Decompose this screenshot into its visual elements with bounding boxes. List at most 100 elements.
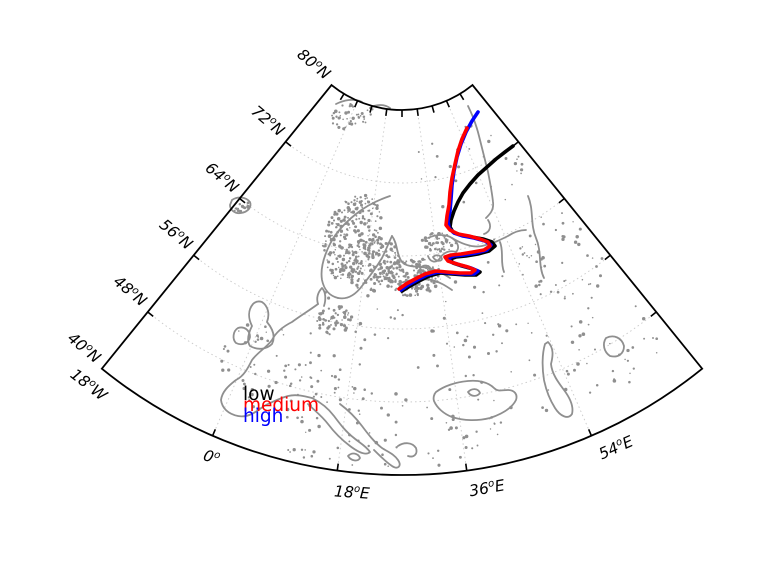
coast-speckle [361, 251, 363, 253]
coast-speckle [361, 209, 365, 213]
coast-speckle [283, 369, 286, 372]
frame-tick [336, 463, 340, 471]
coast-speckle [331, 234, 333, 237]
coast-speckle [413, 260, 416, 263]
coast-speckle [482, 290, 485, 294]
coast-speckle [432, 281, 436, 285]
coast-speckle [343, 315, 347, 319]
coast-speckle [464, 434, 469, 439]
coast-speckle [357, 262, 360, 265]
coast-speckle [346, 273, 351, 277]
coast-speckle [339, 219, 343, 223]
coast-speckle [366, 222, 369, 224]
trajectories [397, 110, 515, 293]
coast-speckle [382, 250, 384, 253]
coast-speckle [373, 241, 376, 244]
coast-speckle [223, 345, 227, 348]
coast-speckle [333, 310, 335, 312]
coast-speckle [378, 211, 381, 213]
coast-speckle [444, 238, 448, 241]
coast-speckle [285, 407, 290, 412]
coast-speckle [348, 318, 352, 322]
coast-speckle [435, 280, 439, 283]
coastline-path [467, 388, 481, 397]
coastline-path [339, 403, 401, 469]
coast-speckle [364, 280, 366, 283]
coast-speckle [357, 245, 361, 248]
coast-speckle [442, 234, 445, 237]
coast-speckle [364, 121, 367, 124]
coast-speckle [591, 316, 594, 319]
coast-speckle [327, 260, 331, 264]
coast-speckle [430, 280, 433, 283]
coast-speckle [346, 276, 349, 279]
coast-speckle [333, 316, 336, 319]
coast-speckle [573, 368, 576, 372]
coast-speckle [368, 237, 372, 242]
coast-speckle [515, 323, 518, 326]
coast-speckle [353, 392, 355, 394]
coast-speckle [404, 293, 406, 296]
coast-speckle [341, 319, 343, 321]
coast-speckle [329, 230, 333, 234]
coast-speckle [411, 264, 413, 267]
coast-speckle [429, 267, 432, 271]
coast-speckle [348, 276, 351, 279]
coast-speckle [586, 254, 589, 257]
coast-speckle [463, 338, 468, 343]
coast-speckle [356, 200, 358, 203]
coast-speckle [251, 405, 255, 409]
lon-label-36e: 36oE [468, 476, 506, 500]
coast-speckle [526, 254, 528, 257]
coast-speckle [326, 326, 330, 330]
coast-speckle [363, 251, 367, 256]
coast-speckle [376, 241, 380, 245]
coast-speckle [434, 176, 437, 179]
coast-speckle [397, 254, 400, 257]
coast-speckle [338, 368, 342, 372]
coast-speckle [415, 266, 419, 270]
lon-label-18e: 18oE [333, 482, 370, 502]
coast-speckle [360, 112, 364, 115]
coast-speckle [334, 321, 338, 325]
coast-speckle [377, 268, 380, 271]
coast-speckle [354, 225, 356, 228]
coast-speckle [370, 238, 375, 242]
graticule-parallel [193, 254, 611, 330]
coast-speckle [241, 379, 245, 382]
coast-speckle [333, 387, 337, 391]
coast-speckle [355, 259, 359, 263]
coast-speckle [305, 431, 307, 433]
coast-speckle [382, 275, 385, 278]
coast-speckle [462, 200, 466, 204]
coast-speckle [234, 207, 237, 210]
coast-speckle [431, 142, 434, 145]
coast-speckle [436, 241, 440, 245]
coast-speckle [386, 413, 390, 417]
coast-speckle [519, 168, 524, 172]
coast-speckle [353, 199, 356, 202]
coast-speckle [535, 260, 538, 264]
coast-speckle [366, 197, 369, 199]
coast-speckle [308, 403, 312, 408]
coast-speckle [427, 279, 430, 281]
coast-speckle [344, 266, 348, 270]
coast-speckle [404, 274, 407, 277]
coast-speckle [336, 260, 339, 263]
coast-speckle [344, 222, 348, 225]
coast-speckle [504, 198, 507, 201]
coast-speckle [394, 251, 397, 254]
coast-speckle [324, 291, 327, 294]
coast-speckle [289, 451, 291, 453]
coast-speckle [246, 205, 251, 210]
coast-speckle [403, 261, 407, 266]
coast-speckle [389, 242, 393, 246]
coast-speckle [348, 408, 351, 411]
coast-speckle [345, 233, 349, 237]
coast-speckle [429, 248, 432, 252]
coast-speckle [364, 202, 367, 205]
coast-speckle [328, 457, 331, 460]
coast-speckle [492, 333, 495, 336]
coast-speckle [377, 249, 381, 252]
coast-speckle [346, 117, 348, 120]
